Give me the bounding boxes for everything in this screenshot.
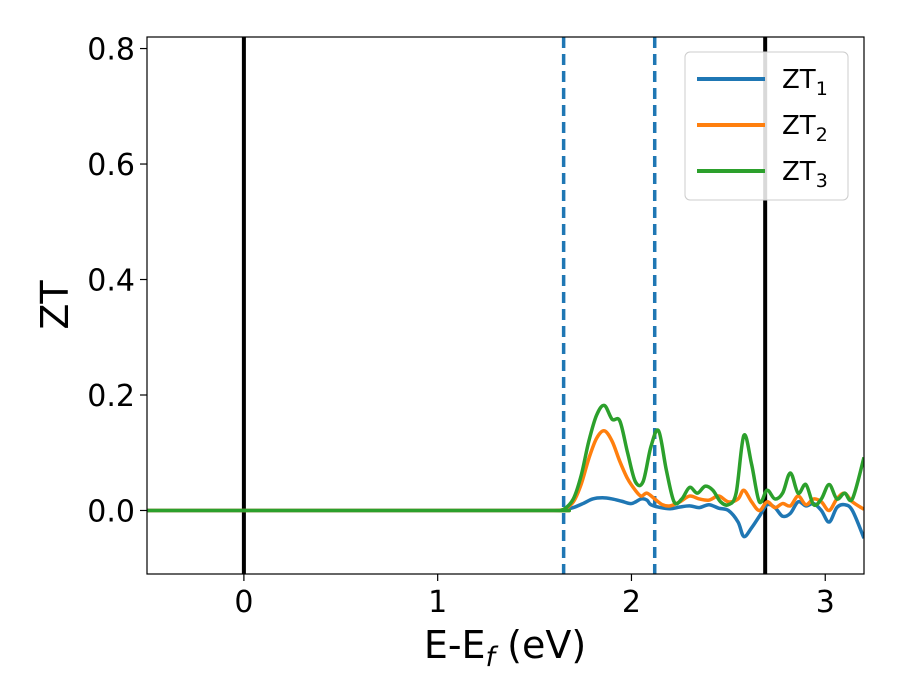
series-line-2 bbox=[147, 429, 864, 513]
y-tick-label-2: 0.4 bbox=[87, 264, 135, 299]
legend-label-2: ZT2 bbox=[782, 111, 828, 146]
y-tick-label-1: 0.2 bbox=[87, 379, 135, 414]
series-line-1 bbox=[147, 496, 864, 539]
legend-label-1: ZT1 bbox=[782, 65, 828, 100]
legend-label-3: ZT3 bbox=[782, 157, 828, 192]
x-axis-label: E-Ef (eV) bbox=[424, 623, 586, 673]
y-axis-label: ZT bbox=[33, 280, 77, 330]
axis-ticks: 0 1 2 3 0.0 0.2 0.4 0.6 0.8 bbox=[87, 33, 835, 620]
x-tick-label-1: 1 bbox=[428, 585, 447, 620]
x-tick-label-3: 3 bbox=[816, 585, 835, 620]
x-tick-label-0: 0 bbox=[234, 585, 253, 620]
series-lines bbox=[147, 403, 864, 539]
y-tick-label-3: 0.6 bbox=[87, 148, 135, 183]
series-line-3 bbox=[147, 403, 864, 513]
x-tick-label-2: 2 bbox=[622, 585, 641, 620]
legend: ZT1 ZT2 ZT3 bbox=[684, 51, 849, 201]
y-tick-label-4: 0.8 bbox=[87, 33, 135, 68]
y-tick-label-0: 0.0 bbox=[87, 494, 135, 529]
legend-box bbox=[684, 51, 849, 201]
plot-frame bbox=[146, 36, 865, 575]
